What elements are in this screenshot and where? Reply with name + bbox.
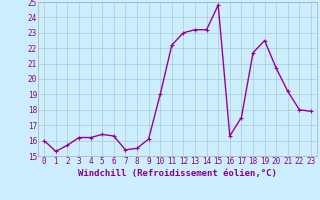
- X-axis label: Windchill (Refroidissement éolien,°C): Windchill (Refroidissement éolien,°C): [78, 169, 277, 178]
